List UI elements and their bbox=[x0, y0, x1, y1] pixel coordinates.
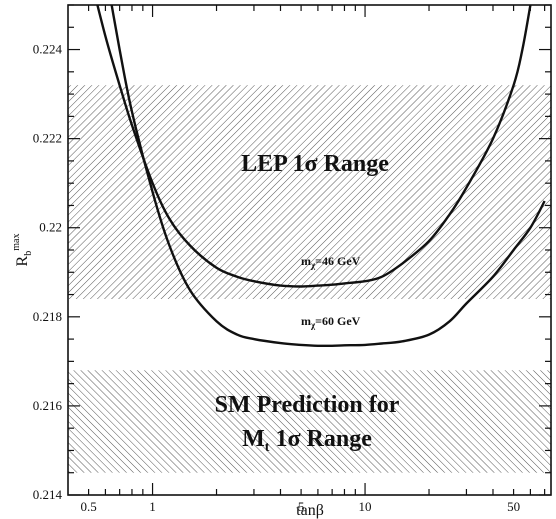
y-tick-label: 0.22 bbox=[39, 220, 62, 235]
sm-band-label-line2: Mt 1σ Range bbox=[242, 426, 372, 455]
curve-label-46-main: m bbox=[301, 254, 311, 268]
y-tick-label: 0.222 bbox=[33, 131, 62, 146]
curve-label-60: mχ=60 GeV bbox=[301, 314, 361, 330]
curve-label-46: mχ=46 GeV bbox=[301, 254, 361, 270]
curve-label-46-sub: χ bbox=[310, 260, 316, 270]
x-axis-title: tanβ bbox=[296, 502, 324, 519]
x-tick-label: 10 bbox=[359, 499, 372, 514]
sm-band-label-line2-rest: 1σ Range bbox=[269, 426, 372, 452]
y-tick-label: 0.224 bbox=[33, 42, 63, 57]
curve-label-46-rest: =46 GeV bbox=[315, 254, 360, 268]
curve-label-60-main: m bbox=[301, 314, 311, 328]
x-tick-label: 50 bbox=[507, 499, 520, 514]
lep-range-band bbox=[68, 85, 551, 299]
y-axis-title-sup: max bbox=[11, 234, 22, 251]
y-tick-label: 0.214 bbox=[33, 487, 63, 502]
sm-band-label-line2-sub: t bbox=[265, 440, 270, 455]
sm-prediction-band bbox=[68, 370, 551, 473]
y-axis-title: Rbmax bbox=[11, 234, 34, 267]
lep-band-label: LEP 1σ Range bbox=[241, 151, 389, 177]
y-tick-labels: 0.214 0.216 0.218 0.22 0.222 0.224 bbox=[33, 42, 63, 502]
y-tick-label: 0.216 bbox=[33, 398, 63, 413]
x-tick-label: 5 bbox=[298, 499, 305, 514]
curve-label-60-rest: =60 GeV bbox=[315, 314, 360, 328]
x-tick-label: 1 bbox=[149, 499, 156, 514]
x-tick-labels: 0.5 1 5 10 50 bbox=[80, 499, 520, 514]
curve-series-1 bbox=[110, 5, 546, 348]
sm-band-label-line1: SM Prediction for bbox=[215, 392, 400, 418]
bands bbox=[68, 85, 551, 473]
y-tick-label: 0.218 bbox=[33, 309, 62, 324]
x-tick-label: 0.5 bbox=[80, 499, 96, 514]
curves bbox=[96, 5, 546, 348]
y-axis-title-sub: b bbox=[23, 251, 34, 256]
axis-ticks bbox=[68, 4, 551, 496]
sm-band-label-line2-main: M bbox=[242, 426, 265, 452]
y-axis-title-main: R bbox=[14, 255, 31, 266]
curve-label-60-sub: χ bbox=[310, 320, 316, 330]
curve-series-0 bbox=[96, 5, 532, 288]
